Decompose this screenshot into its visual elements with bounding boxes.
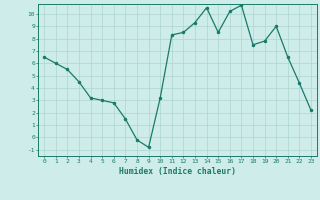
X-axis label: Humidex (Indice chaleur): Humidex (Indice chaleur) [119, 167, 236, 176]
